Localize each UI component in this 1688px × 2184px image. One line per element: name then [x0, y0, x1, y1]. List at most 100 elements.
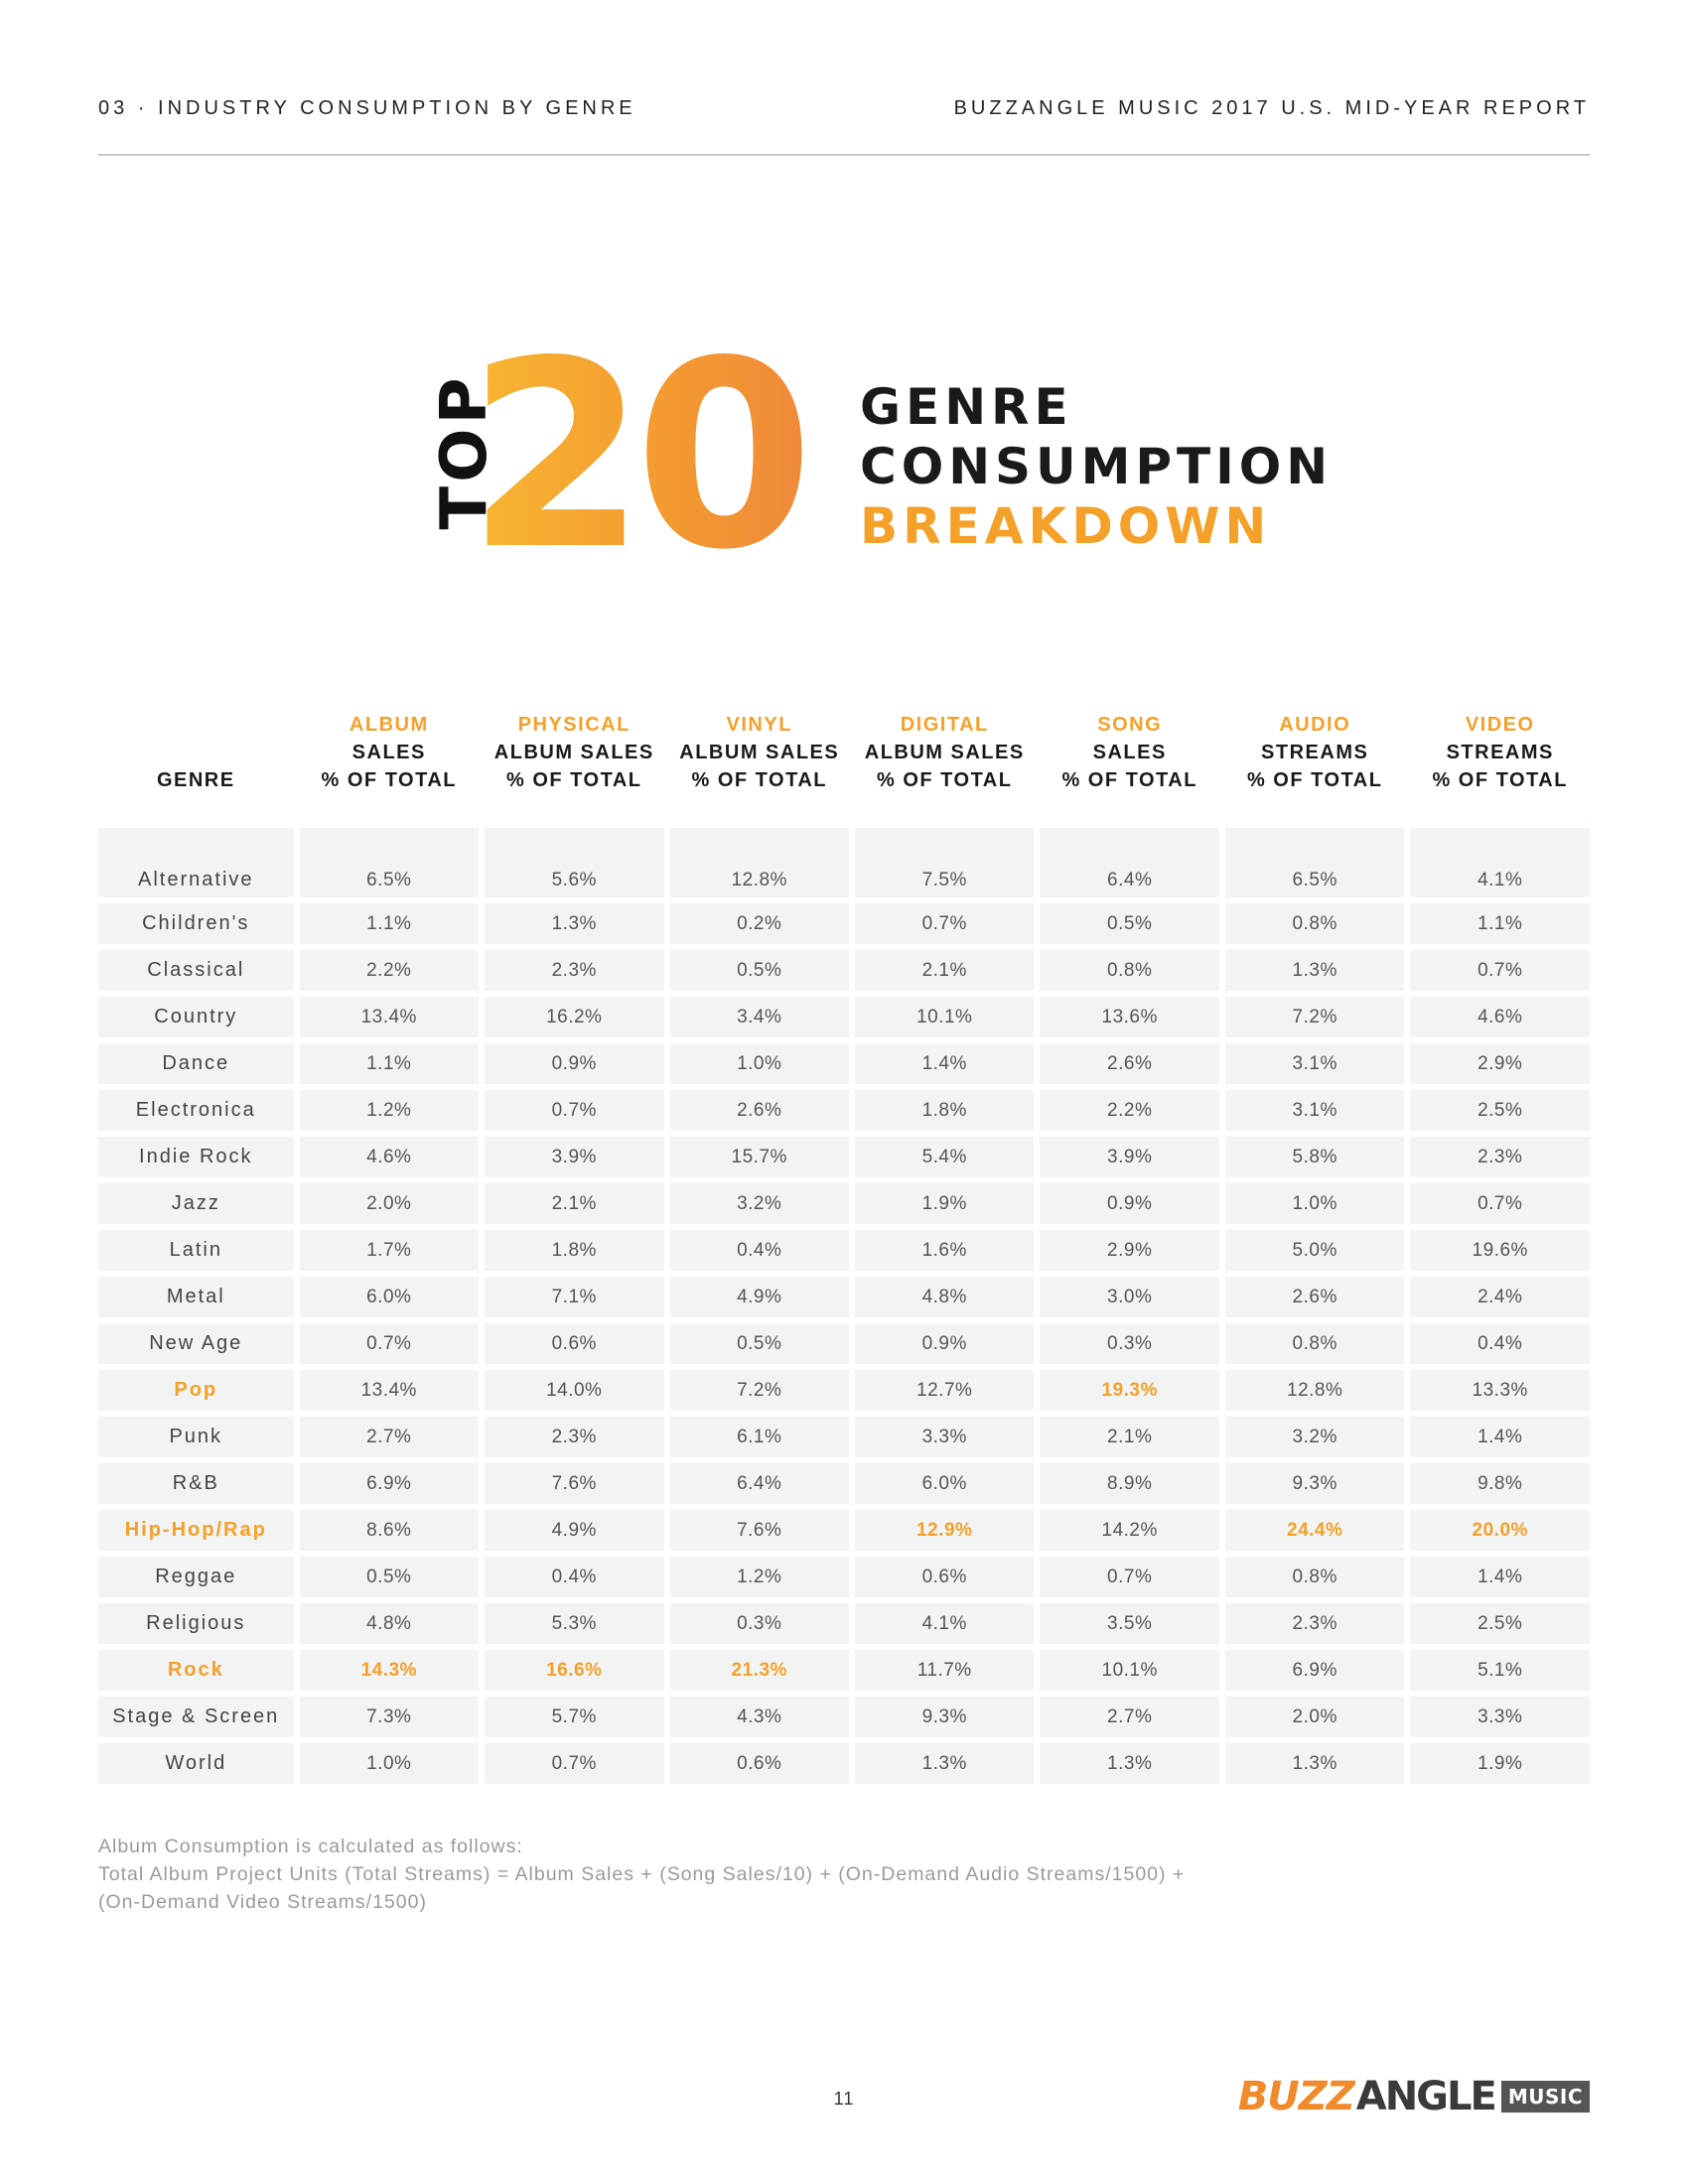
column-header-line: % OF TOTAL [321, 769, 458, 791]
value-cell: 3.3% [1410, 1697, 1590, 1737]
value-cell: 1.3% [485, 903, 664, 944]
value-cell: 4.6% [299, 1137, 480, 1177]
genre-cell: R&B [98, 1463, 294, 1504]
genre-cell: Electronica [98, 1090, 294, 1131]
value-cell: 12.7% [854, 1370, 1035, 1411]
value-cell: 3.3% [854, 1417, 1035, 1457]
value-cell: 21.3% [669, 1650, 849, 1691]
value-cell: 0.9% [854, 1323, 1035, 1364]
column-header-4: DIGITAL ALBUM SALES % OF TOTAL [855, 711, 1034, 822]
genre-cell: World [98, 1743, 294, 1784]
value-cell: 2.7% [299, 1417, 480, 1457]
value-cell: 19.6% [1410, 1230, 1590, 1271]
column-header-line: % OF TOTAL [876, 769, 1013, 791]
table-row: Reggae 0.5% 0.4% 1.2% 0.6% 0.7% 0.8% 1.4% [98, 1557, 1590, 1597]
value-cell: 0.4% [1410, 1323, 1590, 1364]
value-cell: 2.1% [485, 1183, 664, 1224]
value-cell: 1.8% [485, 1230, 664, 1271]
value-cell: 13.4% [299, 997, 480, 1037]
value-cell: 1.9% [854, 1183, 1035, 1224]
value-cell: 3.1% [1224, 1090, 1405, 1131]
value-cell: 2.3% [1410, 1137, 1590, 1177]
table-row: Latin 1.7% 1.8% 0.4% 1.6% 2.9% 5.0% 19.6% [98, 1230, 1590, 1271]
table-row: Electronica 1.2% 0.7% 2.6% 1.8% 2.2% 3.1% 2.5% [98, 1090, 1590, 1131]
table-row: Country 13.4% 16.2% 3.4% 10.1% 13.6% 7.2% 4.6% [98, 997, 1590, 1037]
value-cell: 7.3% [299, 1697, 480, 1737]
table-row: Classical 2.2% 2.3% 0.5% 2.1% 0.8% 1.3% 0.7% [98, 950, 1590, 991]
value-cell: 2.5% [1410, 1090, 1590, 1131]
value-cell: 6.9% [1224, 1650, 1405, 1691]
table-row: Indie Rock 4.6% 3.9% 15.7% 5.4% 3.9% 5.8% 2.3% [98, 1137, 1590, 1177]
value-cell: 2.0% [1224, 1697, 1405, 1737]
value-cell: 7.2% [1224, 997, 1405, 1037]
genre-cell: Punk [98, 1417, 294, 1457]
column-header-line: ALBUM SALES [493, 742, 654, 763]
value-cell: 2.0% [299, 1183, 480, 1224]
value-cell: 9.8% [1410, 1463, 1590, 1504]
value-cell: 0.5% [669, 950, 849, 991]
value-cell: 0.5% [1040, 903, 1219, 944]
value-cell: 1.1% [299, 903, 480, 944]
value-cell: 3.2% [1224, 1417, 1405, 1457]
footnote-line-2: Total Album Project Units (Total Streams… [98, 1863, 1186, 1885]
logo-angle-text: ANGLE [1355, 2074, 1497, 2119]
value-cell: 1.6% [854, 1230, 1035, 1271]
column-header-accent: SONG [1097, 714, 1163, 736]
value-cell: 6.0% [299, 1277, 480, 1317]
value-cell: 1.3% [1040, 1743, 1219, 1784]
column-header-accent: VINYL [726, 714, 792, 736]
footnote-line-1: Album Consumption is calculated as follo… [98, 1836, 523, 1857]
column-header-line: % OF TOTAL [1061, 769, 1197, 791]
value-cell: 8.6% [299, 1510, 480, 1551]
genre-cell: Metal [98, 1277, 294, 1317]
column-header-6: AUDIO STREAMS % OF TOTAL [1225, 711, 1404, 822]
value-cell: 1.3% [1224, 950, 1405, 991]
genre-cell: Hip-Hop/Rap [98, 1510, 294, 1551]
column-header-line: GENRE [156, 769, 235, 791]
table-row: Rock 14.3% 16.6% 21.3% 11.7% 10.1% 6.9% 5.1% [98, 1650, 1590, 1691]
value-cell: 1.4% [1410, 1557, 1590, 1597]
value-cell: 14.3% [299, 1650, 480, 1691]
value-cell: 2.9% [1040, 1230, 1219, 1271]
column-header-line: % OF TOTAL [506, 769, 642, 791]
table-body: Alternative 6.5% 5.6% 12.8% 7.5% 6.4% 6.5% 4.1%… [98, 828, 1590, 1784]
value-cell: 2.7% [1040, 1697, 1219, 1737]
value-cell: 2.5% [1410, 1603, 1590, 1644]
value-cell: 0.6% [854, 1557, 1035, 1597]
buzzangle-logo: BUZZ ANGLE MUSIC [1238, 2074, 1590, 2119]
value-cell: 13.6% [1040, 997, 1219, 1037]
column-header-7: VIDEO STREAMS % OF TOTAL [1410, 711, 1590, 822]
value-cell: 1.2% [669, 1557, 849, 1597]
column-header-line: % OF TOTAL [1246, 769, 1383, 791]
value-cell: 3.9% [1040, 1137, 1219, 1177]
value-cell: 1.4% [854, 1043, 1035, 1084]
column-header-accent: VIDEO [1465, 714, 1535, 736]
value-cell: 20.0% [1410, 1510, 1590, 1551]
value-cell: 12.8% [669, 828, 849, 897]
value-cell: 2.9% [1410, 1043, 1590, 1084]
value-cell: 4.8% [299, 1603, 480, 1644]
value-cell: 0.4% [669, 1230, 849, 1271]
value-cell: 6.0% [854, 1463, 1035, 1504]
value-cell: 6.5% [299, 828, 480, 897]
value-cell: 13.4% [299, 1370, 480, 1411]
column-header-accent: AUDIO [1279, 714, 1351, 736]
genre-cell: Children's [98, 903, 294, 944]
column-header-line: ALBUM SALES [679, 742, 840, 763]
value-cell: 2.6% [1224, 1277, 1405, 1317]
value-cell: 4.3% [669, 1697, 849, 1737]
value-cell: 0.6% [669, 1743, 849, 1784]
column-header-accent: DIGITAL [900, 714, 989, 736]
value-cell: 10.1% [1040, 1650, 1219, 1691]
value-cell: 1.0% [299, 1743, 480, 1784]
genre-cell: New Age [98, 1323, 294, 1364]
table-header-row: GENRE ALBUM SALES % OF TOTAL PHYSICAL ALBUM S… [98, 711, 1590, 822]
value-cell: 2.3% [485, 950, 664, 991]
value-cell: 1.8% [854, 1090, 1035, 1131]
value-cell: 5.1% [1410, 1650, 1590, 1691]
value-cell: 0.3% [1040, 1323, 1219, 1364]
value-cell: 1.9% [1410, 1743, 1590, 1784]
value-cell: 13.3% [1410, 1370, 1590, 1411]
value-cell: 0.7% [1040, 1557, 1219, 1597]
genre-cell: Pop [98, 1370, 294, 1411]
